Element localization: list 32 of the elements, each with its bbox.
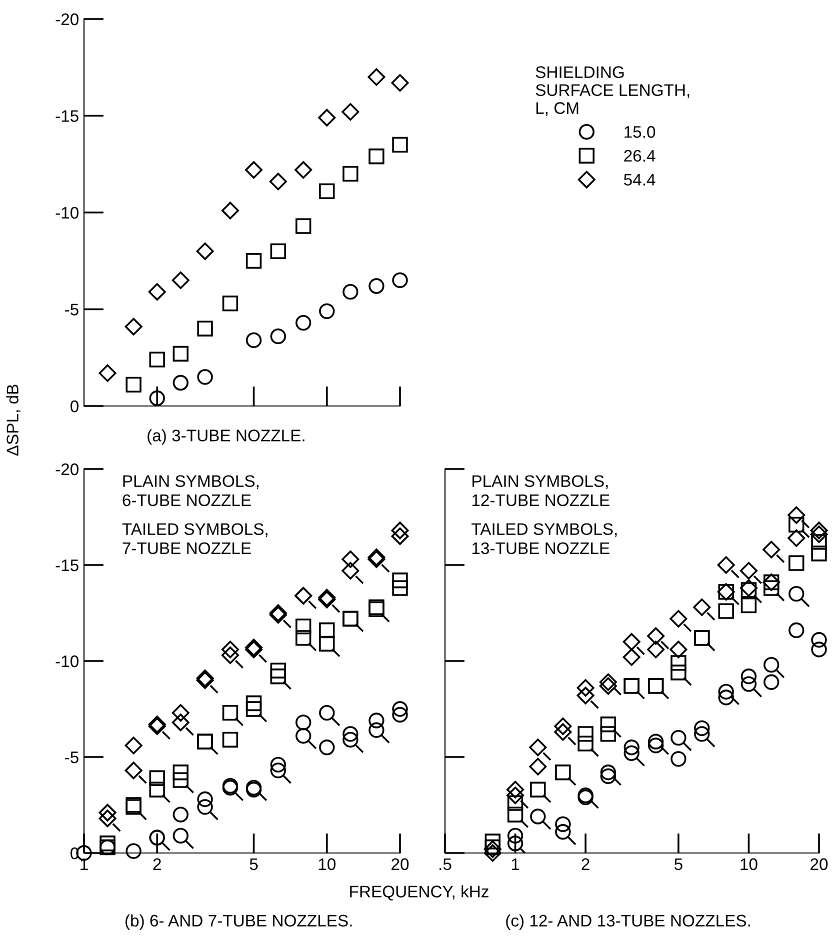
y-tick-label: -5 bbox=[65, 304, 78, 316]
legend-label: 15.0 bbox=[624, 126, 656, 138]
text: (b) 6- AND 7-TUBE NOZZLES. bbox=[126, 914, 352, 930]
annotation: PLAIN SYMBOLS, 12-TUBE NOZZLE bbox=[472, 475, 610, 506]
y-tick-label: -5 bbox=[65, 752, 78, 764]
annotation: TAILED SYMBOLS, 13-TUBE NOZZLE bbox=[472, 523, 617, 554]
y-tick-label: -15 bbox=[56, 110, 78, 122]
y-tick-label: -20 bbox=[56, 463, 78, 476]
x-tick-label: 2 bbox=[582, 858, 590, 870]
legend-label: 54.4 bbox=[624, 174, 656, 186]
annotation: PLAIN SYMBOLS, 6-TUBE NOZZLE bbox=[122, 475, 258, 506]
x-axis-title: FREQUENCY, kHz bbox=[350, 885, 488, 900]
legend-label: 26.4 bbox=[624, 150, 656, 162]
x-tick-label: 10 bbox=[318, 858, 336, 870]
x-tick-label: 20 bbox=[810, 858, 828, 870]
text: (c) 12- AND 13-TUBE NOZZLES. bbox=[506, 914, 750, 930]
y-tick-label: 0 bbox=[70, 400, 78, 412]
x-tick-label: 5 bbox=[250, 858, 258, 870]
y-tick-label: -15 bbox=[56, 560, 78, 572]
x-tick-label: 20 bbox=[392, 858, 409, 870]
x-tick-label: 5 bbox=[674, 858, 682, 870]
y-tick-label: -10 bbox=[56, 206, 78, 219]
x-tick-label: 10 bbox=[740, 858, 758, 870]
x-tick-label: 2 bbox=[153, 858, 161, 870]
text: (a) 3-TUBE NOZZLE. bbox=[148, 429, 304, 445]
y-tick-label: -20 bbox=[56, 13, 78, 26]
y-tick-label: -10 bbox=[56, 655, 78, 668]
y-axis-title: ΔSPL, dB bbox=[6, 384, 20, 456]
legend-title: SHIELDING SURFACE LENGTH, L, CM bbox=[536, 66, 690, 116]
x-tick-label: .5 bbox=[440, 858, 452, 870]
x-tick-label: 1 bbox=[512, 858, 520, 870]
annotation: TAILED SYMBOLS, 7-TUBE NOZZLE bbox=[122, 523, 268, 554]
